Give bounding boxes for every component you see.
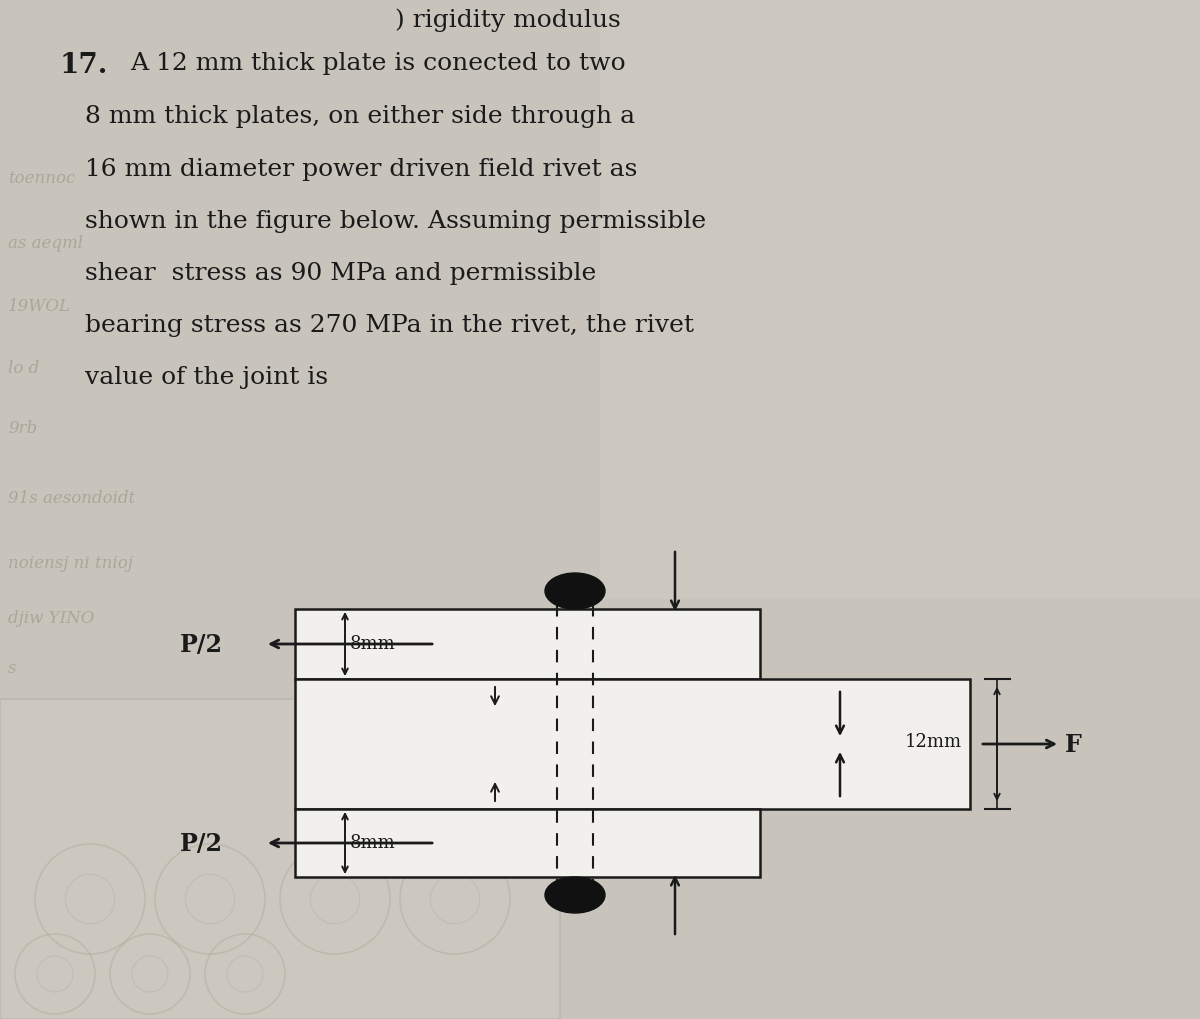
Text: 16 mm diameter power driven field rivet as: 16 mm diameter power driven field rivet … bbox=[85, 158, 637, 180]
FancyBboxPatch shape bbox=[600, 0, 1200, 599]
Text: 8 mm thick plates, on either side through a: 8 mm thick plates, on either side throug… bbox=[85, 105, 635, 127]
Text: 17.: 17. bbox=[60, 52, 108, 78]
Bar bbox=[295, 809, 760, 877]
Text: ) rigidity modulus: ) rigidity modulus bbox=[395, 8, 620, 32]
Text: 19WOL: 19WOL bbox=[8, 298, 71, 315]
Text: bearing stress as 270 MPa in the rivet, the rivet: bearing stress as 270 MPa in the rivet, … bbox=[85, 314, 694, 336]
Bar bbox=[295, 609, 760, 680]
Text: shear  stress as 90 MPa and permissible: shear stress as 90 MPa and permissible bbox=[85, 262, 596, 284]
Text: lo d: lo d bbox=[8, 360, 40, 377]
Text: as aeqml: as aeqml bbox=[8, 234, 83, 252]
Text: noiensj ni tnioj: noiensj ni tnioj bbox=[8, 554, 133, 572]
FancyBboxPatch shape bbox=[0, 699, 560, 1019]
Text: djiw YINO: djiw YINO bbox=[8, 609, 95, 627]
Text: 9rb: 9rb bbox=[8, 420, 37, 436]
Text: P/2: P/2 bbox=[180, 832, 223, 855]
Text: toennoc: toennoc bbox=[8, 170, 76, 186]
Text: shown in the figure below. Assuming permissible: shown in the figure below. Assuming perm… bbox=[85, 210, 706, 232]
Text: 8mm: 8mm bbox=[350, 635, 396, 652]
Text: 91s aesondoidt: 91s aesondoidt bbox=[8, 489, 136, 506]
Text: value of the joint is: value of the joint is bbox=[85, 366, 328, 388]
Text: 12mm: 12mm bbox=[905, 733, 962, 750]
Text: 8mm: 8mm bbox=[350, 834, 396, 851]
Bar bbox=[295, 680, 970, 809]
Ellipse shape bbox=[545, 877, 605, 913]
Text: P/2: P/2 bbox=[180, 633, 223, 656]
Text: F: F bbox=[1066, 733, 1082, 756]
Text: s: s bbox=[8, 659, 17, 677]
Ellipse shape bbox=[545, 574, 605, 609]
Text: A 12 mm thick plate is conected to two: A 12 mm thick plate is conected to two bbox=[130, 52, 625, 75]
